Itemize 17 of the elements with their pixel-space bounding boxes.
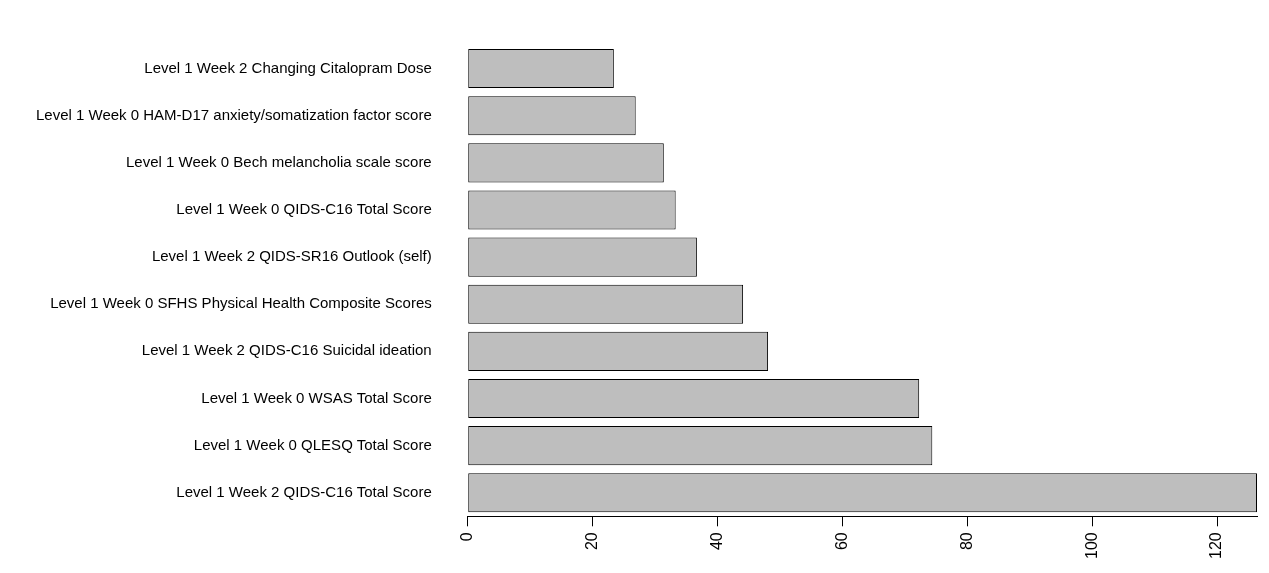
y-tick-label: Level 1 Week 0 WSAS Total Score — [201, 388, 432, 406]
y-tick-label: Level 1 Week 0 QIDS-C16 Total Score — [176, 200, 432, 218]
y-tick-label: Level 1 Week 2 QIDS-C16 Total Score — [176, 482, 432, 500]
x-tick-label: 40 — [707, 532, 725, 551]
y-tick-label: Level 1 Week 2 QIDS-SR16 Outlook (self) — [151, 247, 432, 265]
y-tick-label: Level 1 Week 2 Changing Citalopram Dose — [144, 58, 432, 76]
x-tick-label: 60 — [832, 532, 850, 551]
x-tick-label: 100 — [1082, 532, 1100, 560]
y-tick-label: Level 1 Week 0 SFHS Physical Health Composite Scores — [50, 294, 432, 312]
y-tick-label: Level 1 Week 0 Bech melancholia scale score — [125, 152, 432, 170]
y-tick-label: Level 1 Week 0 HAM-D17 anxiety/somatization factor score — [35, 105, 432, 123]
x-tick-label: 0 — [458, 532, 476, 542]
x-tick-label: 80 — [957, 532, 975, 551]
x-tick-label: 20 — [583, 532, 601, 551]
x-tick-label: 120 — [1207, 532, 1225, 560]
y-tick-label: Level 1 Week 0 QLESQ Total Score — [193, 435, 432, 453]
y-tick-label: Level 1 Week 2 QIDS-C16 Suicidal ideation — [141, 341, 432, 359]
